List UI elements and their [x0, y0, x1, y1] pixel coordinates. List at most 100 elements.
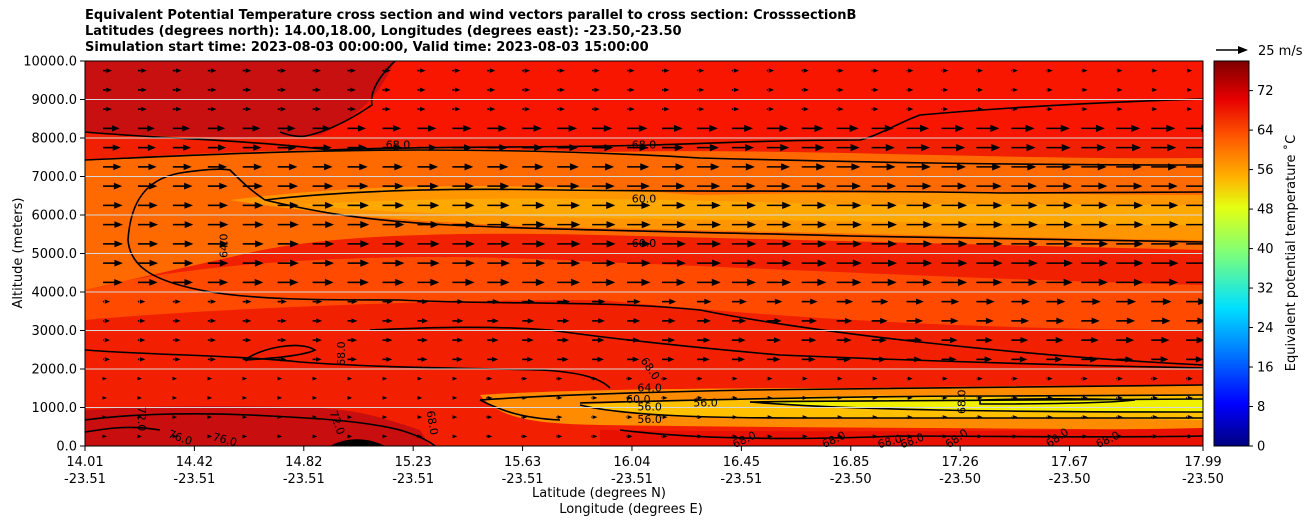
quiver-key-label: 25 m/s [1258, 44, 1303, 59]
wind-vector-head [1187, 68, 1193, 73]
wind-vector-head [977, 87, 984, 92]
contour-label: 68.0 [632, 139, 657, 152]
wind-vector-head [1205, 221, 1214, 228]
wind-vector-head [977, 415, 983, 420]
wind-vector-head [102, 396, 107, 400]
colorbar-tick-label: 40 [1257, 242, 1274, 257]
wind-vector-head [915, 317, 924, 324]
wind-vector-head [137, 376, 143, 381]
wind-vector-head [563, 298, 570, 305]
wind-vector-head [430, 278, 440, 286]
wind-vector-head [1117, 87, 1123, 92]
wind-vector-head [1028, 259, 1038, 267]
wind-vector-head [815, 144, 825, 152]
wind-vector-head [781, 182, 791, 190]
wind-vector-head [662, 395, 668, 400]
wind-vector-head [316, 299, 323, 304]
wind-vector-head [316, 318, 323, 324]
y-tick-label: 4000.0 [32, 286, 78, 301]
wind-vector-head [782, 201, 792, 209]
wind-vector-head [323, 144, 332, 151]
wind-vector-head [880, 298, 889, 305]
wind-vector-head [210, 357, 216, 362]
wind-vector-head [838, 68, 844, 73]
wind-vector-head [524, 106, 531, 112]
wind-vector-head [677, 240, 686, 248]
wind-vector-head [421, 356, 428, 362]
wind-vector-head [324, 163, 333, 171]
wind-vector-head [638, 124, 648, 132]
wind-vector-head [430, 259, 440, 267]
wind-vector-head [175, 337, 181, 343]
wind-vector-head [1125, 356, 1134, 363]
wind-vector-head [594, 87, 600, 93]
wind-vector-head [492, 318, 499, 324]
wind-vector-head [358, 144, 367, 151]
y-tick-label: 3000.0 [32, 324, 78, 339]
wind-vector-head [888, 259, 898, 267]
wind-vector-head [500, 221, 510, 229]
wind-vector-head [1012, 395, 1018, 400]
wind-vector-head [1012, 107, 1018, 112]
wind-vector-head [733, 68, 740, 73]
wind-vector-head [242, 376, 248, 381]
wind-vector-head [1160, 356, 1169, 363]
wind-vector-head [774, 298, 783, 305]
x-tick-lon-label: -23.51 [611, 472, 653, 487]
contour-label: 60.0 [626, 393, 651, 406]
contour-label: 64.0 [218, 234, 231, 258]
wind-vector-head [104, 357, 110, 362]
wind-vector-head [957, 182, 967, 190]
wind-vector-head [943, 68, 949, 73]
wind-vector-head [676, 278, 686, 286]
wind-vector-head [958, 240, 968, 248]
wind-vector-head [347, 434, 353, 439]
wind-vector-head [943, 87, 949, 92]
wind-vector-head [594, 68, 600, 73]
wind-vector-head [986, 298, 995, 305]
wind-vector-head [1095, 124, 1105, 132]
wind-vector-head [175, 106, 182, 112]
wind-vector-head [914, 337, 923, 344]
wind-vector-head [767, 395, 773, 400]
wind-vector-head [534, 144, 543, 152]
wind-vector-head [958, 278, 968, 286]
wind-vector-head [571, 221, 581, 229]
wind-vector-head [845, 298, 854, 305]
title-line-3: Simulation start time: 2023-08-03 00:00:… [85, 40, 649, 55]
wind-vector-head [888, 221, 898, 229]
wind-vector-head [1099, 259, 1109, 267]
wind-vector-head [837, 395, 843, 400]
wind-vector-head [1098, 201, 1108, 209]
wind-vector-head [114, 221, 123, 229]
wind-vector-head [315, 87, 322, 93]
wind-vector-head [908, 107, 914, 112]
wind-vector-head [1047, 107, 1053, 112]
wind-vector-head [360, 201, 369, 209]
wind-vector-head [958, 201, 968, 209]
wind-vector-head [184, 240, 194, 248]
wind-vector-head [739, 318, 747, 324]
wind-vector-head [1131, 124, 1141, 132]
wind-vector-head [1168, 182, 1178, 190]
wind-vector-head [385, 106, 391, 112]
wind-vector-head [219, 259, 229, 267]
wind-vector-head [1091, 317, 1100, 325]
wind-vector-head [1169, 240, 1179, 248]
x-tick-lon-label: -23.51 [720, 472, 762, 487]
y-axis-label: Altitude (meters) [11, 198, 26, 309]
wind-vector-head [942, 415, 948, 420]
wind-vector-head [184, 201, 193, 209]
wind-vector-head [1090, 336, 1099, 344]
wind-vector-head [207, 376, 213, 381]
wind-vector-head [210, 299, 217, 304]
wind-vector-head [102, 434, 107, 439]
wind-vector-head [872, 395, 878, 400]
wind-vector-head [218, 144, 227, 151]
wind-vector-head [382, 415, 388, 419]
wind-vector-head [1152, 376, 1158, 381]
wind-vector-head [245, 299, 252, 304]
wind-vector-head [993, 240, 1003, 248]
wind-vector-head [852, 278, 862, 286]
colorbar-tick-label: 72 [1257, 84, 1274, 99]
